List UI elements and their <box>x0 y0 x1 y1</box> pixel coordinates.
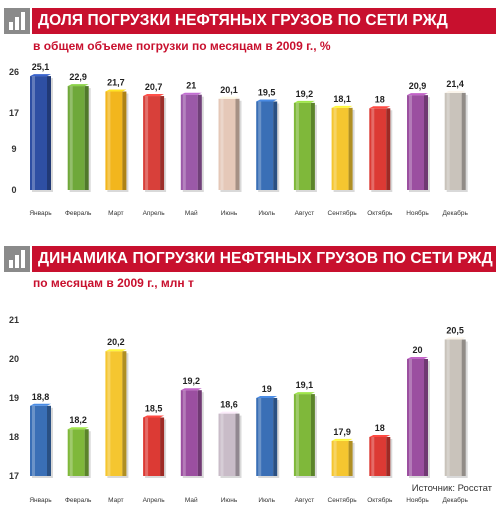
bar <box>218 411 242 478</box>
bar <box>444 337 468 478</box>
data-label: 19,5 <box>258 88 276 98</box>
chart-volume-plot: 21 20 19 18 17 18,8 Январь 18,2 Февраль 20,2 Март 1… <box>9 315 469 504</box>
y-tick-label: 19 <box>9 393 19 403</box>
chart-volume-section: ДИНАМИКА ПОГРУЗКИ НЕФТЯНЫХ ГРУЗОВ ПО СЕТ… <box>0 238 500 504</box>
bar-chart-icon <box>4 246 30 272</box>
bar <box>331 438 355 478</box>
bar <box>105 349 129 478</box>
x-tick-label: Январь <box>29 497 52 504</box>
chart-volume-subtitle: по месяцам в 2009 г., млн т <box>33 276 194 290</box>
bar <box>67 427 91 478</box>
x-tick-label: Апрель <box>143 210 166 217</box>
x-tick-label: Июнь <box>221 497 238 504</box>
x-tick-label: Сентябрь <box>328 496 358 504</box>
data-label: 20 <box>412 345 422 355</box>
y-tick-label: 0 <box>11 185 16 195</box>
bar <box>444 90 468 192</box>
y-tick-label: 17 <box>9 108 19 118</box>
x-tick-label: Апрель <box>143 497 166 504</box>
x-tick-label: Июль <box>258 497 275 504</box>
x-tick-label: Июнь <box>221 210 238 217</box>
bar <box>218 96 242 192</box>
y-tick-label: 9 <box>11 144 16 154</box>
data-label: 18,5 <box>145 404 163 414</box>
data-label: 20,1 <box>220 85 238 95</box>
bar <box>407 357 430 478</box>
y-tick-label: 17 <box>9 471 19 481</box>
data-label: 18,8 <box>32 392 50 402</box>
data-label: 21,7 <box>107 78 125 88</box>
x-tick-label: Август <box>295 497 315 504</box>
chart-volume-title: ДИНАМИКА ПОГРУЗКИ НЕФТЯНЫХ ГРУЗОВ ПО СЕТ… <box>32 246 496 272</box>
data-label: 19,2 <box>183 376 201 386</box>
y-tick-label: 26 <box>9 67 19 77</box>
data-label: 20,5 <box>446 326 464 336</box>
x-tick-label: Май <box>185 209 198 217</box>
y-tick-label: 21 <box>9 315 19 325</box>
x-tick-label: Сентябрь <box>328 209 358 217</box>
data-label: 22,9 <box>69 72 87 82</box>
bar <box>180 388 204 478</box>
chart-share-section: ДОЛЯ ПОГРУЗКИ НЕФТЯНЫХ ГРУЗОВ ПО СЕТИ РЖ… <box>0 0 500 235</box>
x-tick-label: Июль <box>258 210 275 217</box>
x-tick-label: Декабрь <box>443 209 469 217</box>
x-tick-label: Ноябрь <box>406 496 429 504</box>
data-label: 20,9 <box>409 81 427 91</box>
data-label: 18,2 <box>69 415 87 425</box>
y-tick-label: 18 <box>9 432 19 442</box>
bar <box>143 94 167 192</box>
chart-share-plot: 26 17 9 0 25,1 Январь 22,9 Февраль 21,7 Март 20,7 А… <box>9 62 469 217</box>
bar <box>105 89 129 192</box>
chart-volume-header: ДИНАМИКА ПОГРУЗКИ НЕФТЯНЫХ ГРУЗОВ ПО СЕТ… <box>4 246 496 272</box>
data-label: 19,1 <box>296 380 314 390</box>
bar-chart-icon <box>4 8 30 34</box>
x-tick-label: Ноябрь <box>406 209 429 217</box>
x-tick-label: Январь <box>29 210 52 217</box>
chart-share-subtitle: в общем объеме погрузки по месяцам в 200… <box>33 39 331 53</box>
data-label: 18,6 <box>220 400 238 410</box>
bar <box>293 392 317 478</box>
x-tick-label: Декабрь <box>443 496 469 504</box>
data-label: 20,2 <box>107 337 125 347</box>
data-label: 25,1 <box>32 62 50 72</box>
x-tick-label: Март <box>108 210 124 217</box>
chart-share-title: ДОЛЯ ПОГРУЗКИ НЕФТЯНЫХ ГРУЗОВ ПО СЕТИ РЖ… <box>32 8 496 34</box>
x-tick-label: Октябрь <box>367 209 393 217</box>
data-label: 18 <box>375 94 385 104</box>
data-label: 19,2 <box>296 89 314 99</box>
chart-share-header: ДОЛЯ ПОГРУЗКИ НЕФТЯНЫХ ГРУЗОВ ПО СЕТИ РЖ… <box>4 8 496 34</box>
data-label: 21,4 <box>446 79 464 89</box>
bar <box>369 435 393 478</box>
data-label: 19 <box>262 384 272 394</box>
bar <box>180 92 204 192</box>
x-tick-label: Октябрь <box>367 496 393 504</box>
x-tick-label: Май <box>185 496 198 504</box>
bar <box>256 396 280 478</box>
bar <box>256 99 280 192</box>
x-tick-label: Февраль <box>65 210 92 217</box>
data-label: 18,1 <box>333 94 351 104</box>
x-tick-label: Август <box>295 210 315 217</box>
x-tick-label: Февраль <box>65 497 92 504</box>
data-label: 18 <box>375 423 385 433</box>
x-tick-label: Март <box>108 497 124 504</box>
bar <box>407 93 430 192</box>
source-note: Источник: Росстат <box>411 483 492 494</box>
bar <box>293 100 317 192</box>
bar <box>143 415 167 478</box>
bar <box>67 84 91 192</box>
bar <box>30 74 53 192</box>
data-label: 17,9 <box>333 427 351 437</box>
y-tick-label: 20 <box>9 354 19 364</box>
bar <box>331 105 355 192</box>
bar <box>369 106 393 192</box>
data-label: 21 <box>186 81 196 91</box>
data-label: 20,7 <box>145 82 163 92</box>
bar <box>30 403 53 478</box>
